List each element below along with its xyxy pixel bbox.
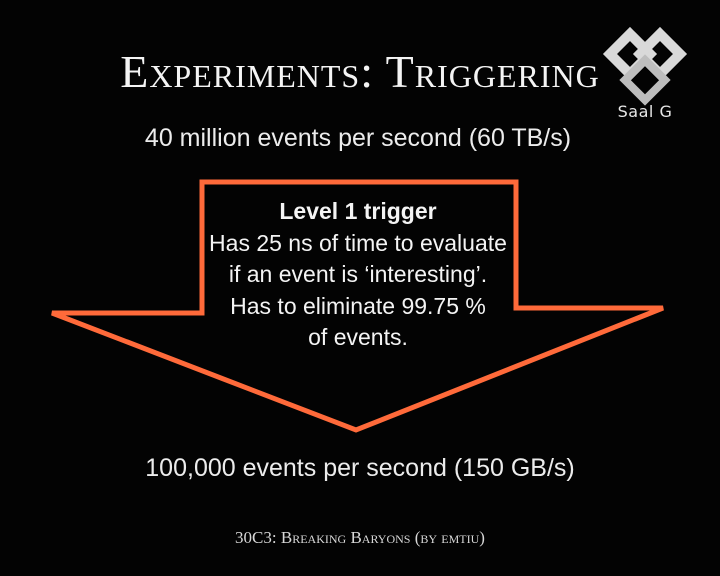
slide-title: Experiments: Triggering xyxy=(120,46,600,97)
trigger-description: Level 1 trigger Has 25 ns of time to eva… xyxy=(200,196,516,354)
slide-footer: 30C3: Breaking Baryons (by emtiu) xyxy=(235,528,485,547)
trigger-line: if an event is ‘interesting’. xyxy=(228,261,488,287)
trigger-line: of events. xyxy=(308,324,408,350)
output-rate-text: 100,000 events per second (150 GB/s) xyxy=(145,454,575,482)
saal-g-logo-icon xyxy=(602,26,688,106)
trigger-line: Has 25 ns of time to evaluate xyxy=(209,229,507,256)
trigger-line: Has to eliminate 99.75 % xyxy=(230,292,486,319)
trigger-heading: Level 1 trigger xyxy=(279,198,437,224)
input-rate-text: 40 million events per second (60 TB/s) xyxy=(144,124,572,152)
saal-g-label: Saal G xyxy=(617,102,673,121)
